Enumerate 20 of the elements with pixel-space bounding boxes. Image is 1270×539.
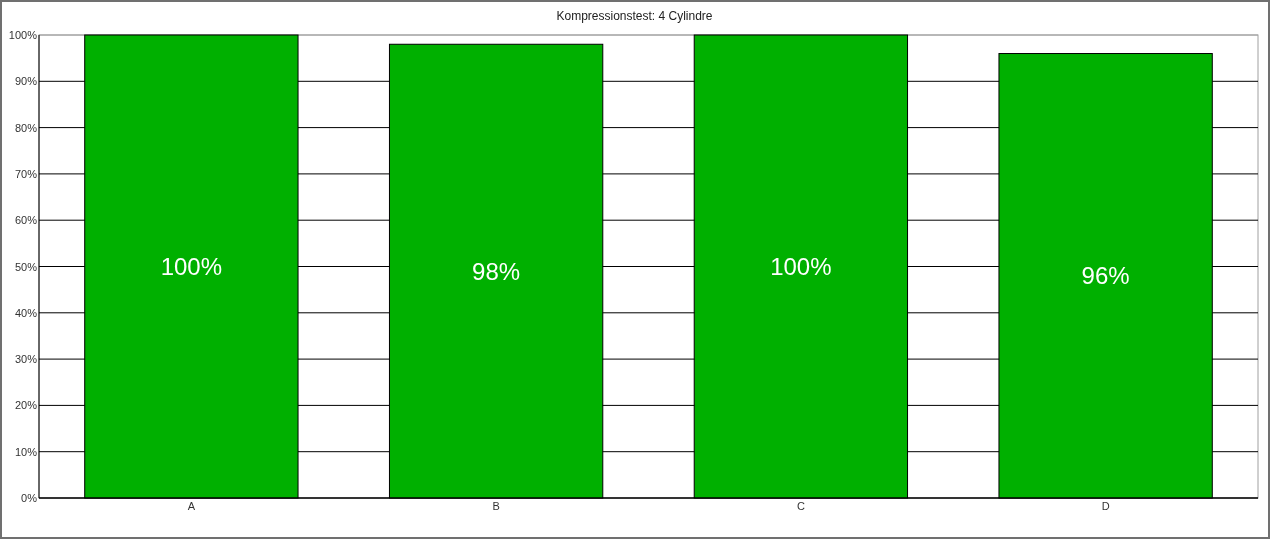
data-label: 100% xyxy=(770,253,832,280)
x-tick-label: A xyxy=(187,500,196,512)
data-label: 96% xyxy=(1081,262,1130,290)
y-tick-label: 90% xyxy=(14,75,38,88)
data-label: 98% xyxy=(472,257,521,285)
y-tick-label: 40% xyxy=(14,306,38,319)
data-label: 100% xyxy=(160,253,223,280)
y-tick-label: 80% xyxy=(14,121,38,134)
chart-title: Kompressionstest: 4 Cylindre xyxy=(556,9,713,23)
x-tick-label: D xyxy=(1101,500,1110,512)
x-tick-label: C xyxy=(796,500,805,512)
y-tick-label: 50% xyxy=(14,260,38,273)
y-tick-label: 100% xyxy=(8,29,38,41)
y-tick-label: 0% xyxy=(21,492,38,504)
y-tick-label: 70% xyxy=(14,167,38,180)
y-tick-label: 20% xyxy=(14,399,38,412)
x-tick-label: B xyxy=(492,500,500,512)
y-tick-label: 60% xyxy=(14,214,38,227)
y-tick-label: 30% xyxy=(14,353,38,366)
y-tick-label: 10% xyxy=(14,445,38,458)
